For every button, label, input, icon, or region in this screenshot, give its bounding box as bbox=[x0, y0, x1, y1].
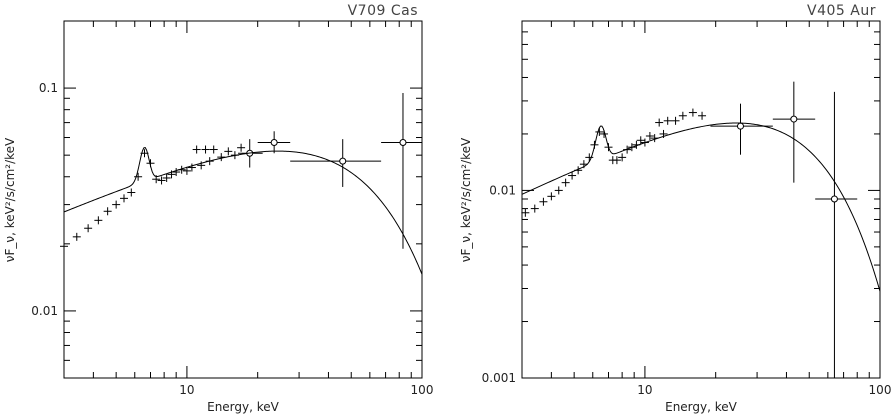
data-point-cross bbox=[636, 136, 645, 145]
data-point-cross bbox=[655, 118, 664, 127]
y-axis-label: νF_ν, keV²/s/cm²/keV bbox=[3, 137, 17, 262]
data-point-cross bbox=[162, 173, 171, 182]
x-axis-label: Energy, keV bbox=[665, 400, 738, 414]
data-point-cross bbox=[197, 161, 206, 170]
data-point-cross bbox=[192, 145, 201, 154]
model-curve bbox=[63, 147, 423, 275]
data-point-cross bbox=[678, 111, 687, 120]
data-point-cross bbox=[585, 153, 594, 162]
marker-circle bbox=[270, 138, 278, 146]
plot-frame bbox=[521, 20, 881, 379]
data-point-cross bbox=[539, 197, 548, 206]
data-point-cross bbox=[595, 127, 604, 136]
data-points bbox=[60, 93, 422, 251]
data-point-cross bbox=[187, 163, 196, 172]
data-point-circle bbox=[290, 139, 382, 187]
marker-circle bbox=[736, 122, 744, 130]
data-points bbox=[521, 81, 858, 378]
data-point-cross bbox=[209, 145, 218, 154]
data-point-circle bbox=[381, 93, 422, 249]
y-tick-label: 0.001 bbox=[482, 371, 516, 385]
data-point-cross bbox=[157, 176, 166, 185]
axis-ticks bbox=[63, 20, 423, 379]
data-point-cross bbox=[688, 108, 697, 117]
data-point-circle bbox=[710, 103, 773, 155]
y-axis-label: νF_ν, keV²/s/cm²/keV bbox=[459, 137, 473, 262]
data-point-cross bbox=[182, 166, 191, 175]
data-point-circle bbox=[815, 91, 858, 378]
data-point-cross bbox=[554, 186, 563, 195]
data-point-cross bbox=[237, 143, 246, 152]
y-tick-label: 0.1 bbox=[39, 81, 58, 95]
data-point-cross bbox=[103, 207, 112, 216]
data-point-cross bbox=[134, 172, 143, 181]
data-point-cross bbox=[112, 200, 121, 209]
data-point-cross bbox=[172, 168, 181, 177]
data-point-cross bbox=[568, 171, 577, 180]
marker-circle bbox=[399, 138, 407, 146]
model-curve bbox=[521, 122, 881, 292]
data-point-cross bbox=[72, 232, 81, 241]
plot-frame bbox=[63, 20, 423, 379]
y-tick-label: 0.01 bbox=[489, 183, 516, 197]
data-point-cross bbox=[663, 116, 672, 125]
data-point-cross bbox=[224, 147, 233, 156]
data-point-cross bbox=[201, 145, 210, 154]
data-point-cross bbox=[60, 242, 68, 251]
data-point-cross bbox=[521, 208, 530, 217]
tick-labels: 10 100 0.001 0.01 bbox=[482, 183, 892, 397]
data-point-cross bbox=[618, 153, 627, 162]
tick-labels: 10 100 0.01 0.1 bbox=[31, 81, 433, 397]
chart-panel-v709-cas: 10 100 0.01 0.1 V709 Cas Energy, keV νF_ν, … bbox=[3, 3, 433, 414]
data-point-cross bbox=[612, 156, 621, 165]
chart-title: V709 Cas bbox=[348, 3, 418, 19]
data-point-cross bbox=[530, 204, 539, 213]
data-point-cross bbox=[698, 111, 707, 120]
marker-circle bbox=[790, 115, 798, 123]
marker-circle bbox=[339, 157, 347, 165]
x-tick-label: 10 bbox=[179, 383, 194, 397]
data-point-cross bbox=[84, 224, 93, 233]
data-point-circle bbox=[772, 81, 816, 183]
data-point-cross bbox=[547, 192, 556, 201]
y-tick-label: 0.01 bbox=[31, 304, 58, 318]
data-point-cross bbox=[561, 178, 570, 187]
chart-title: V405 Aur bbox=[807, 3, 876, 19]
data-point-cross bbox=[671, 116, 680, 125]
data-point-cross bbox=[127, 188, 136, 197]
x-tick-label: 100 bbox=[869, 383, 892, 397]
axis-ticks bbox=[521, 20, 881, 379]
data-point-cross bbox=[94, 216, 103, 225]
x-tick-label: 10 bbox=[637, 383, 652, 397]
data-point-cross bbox=[120, 194, 129, 203]
marker-circle bbox=[830, 195, 838, 203]
data-point-cross bbox=[217, 153, 226, 162]
x-axis-label: Energy, keV bbox=[207, 400, 280, 414]
x-tick-label: 100 bbox=[411, 383, 434, 397]
chart-panel-v405-aur: 10 100 0.001 0.01 V405 Aur Energy, keV νF_ν… bbox=[459, 3, 891, 414]
data-point-circle bbox=[257, 131, 291, 154]
data-point-cross bbox=[645, 132, 654, 141]
